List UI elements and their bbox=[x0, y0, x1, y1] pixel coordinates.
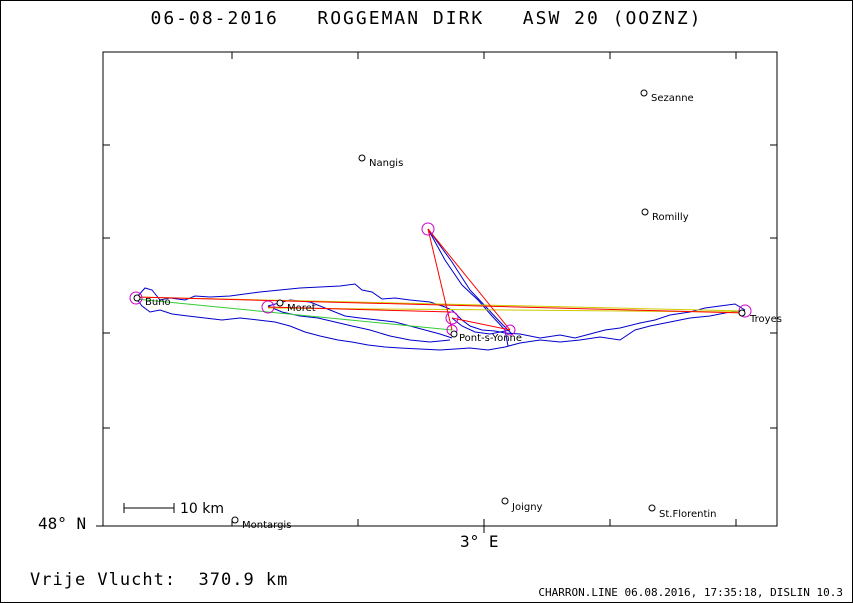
town-marker-romilly bbox=[641, 208, 649, 216]
town-marker-montargis bbox=[231, 516, 239, 524]
map-border bbox=[102, 51, 778, 527]
town-label-sezanne: Sezanne bbox=[651, 93, 694, 104]
town-marker-buno bbox=[133, 294, 141, 302]
turnpoint-yonne bbox=[504, 324, 516, 336]
footer-info: CHARRON.LINE 06.08.2016, 17:35:18, DISLI… bbox=[538, 586, 843, 599]
town-markers bbox=[133, 89, 746, 524]
town-label-st-florentin: St.Florentin bbox=[659, 509, 717, 520]
scale-bar-label: 10 km bbox=[180, 501, 224, 517]
task-lines bbox=[135, 228, 746, 331]
town-label-montargis: Montargis bbox=[242, 520, 291, 531]
flight-title: 06-08-2016 ROGGEMAN DIRK ASW 20 (OOZNZ) bbox=[150, 8, 703, 29]
town-marker-troyes bbox=[738, 309, 746, 317]
turnpoint-moret bbox=[261, 300, 275, 314]
left-ticks bbox=[103, 144, 110, 429]
turnpoint-north bbox=[421, 222, 435, 236]
town-label-buno: Buno bbox=[145, 297, 171, 308]
flight-track bbox=[135, 228, 746, 351]
free-flight-distance: Vrije Vlucht: 370.9 km bbox=[30, 570, 289, 590]
right-ticks bbox=[770, 144, 777, 429]
turnpoint-troyes bbox=[738, 304, 752, 318]
town-marker-nangis bbox=[358, 154, 366, 162]
turnpoint-pont bbox=[445, 311, 459, 325]
town-marker-sezanne bbox=[640, 89, 648, 97]
town-label-moret: Moret bbox=[287, 303, 316, 314]
town-marker-joigny bbox=[501, 497, 509, 505]
town-label-nangis: Nangis bbox=[369, 158, 403, 169]
top-ticks bbox=[231, 52, 737, 59]
town-marker-moret bbox=[276, 299, 284, 307]
latitude-label: 48° N bbox=[38, 514, 87, 533]
town-label-joigny: Joigny bbox=[511, 502, 543, 513]
town-marker-st-florentin bbox=[648, 504, 656, 512]
longitude-label: 3° E bbox=[460, 532, 499, 551]
town-marker-pont bbox=[450, 330, 458, 338]
turnpoints bbox=[129, 222, 752, 336]
scale-bar bbox=[123, 503, 175, 513]
town-label-romilly: Romilly bbox=[652, 212, 689, 223]
town-label-troyes: Troyes bbox=[749, 314, 782, 325]
turnpoint-buno bbox=[129, 291, 143, 305]
town-label-pont-s-yonne: Pont-s-Yonne bbox=[459, 333, 522, 344]
